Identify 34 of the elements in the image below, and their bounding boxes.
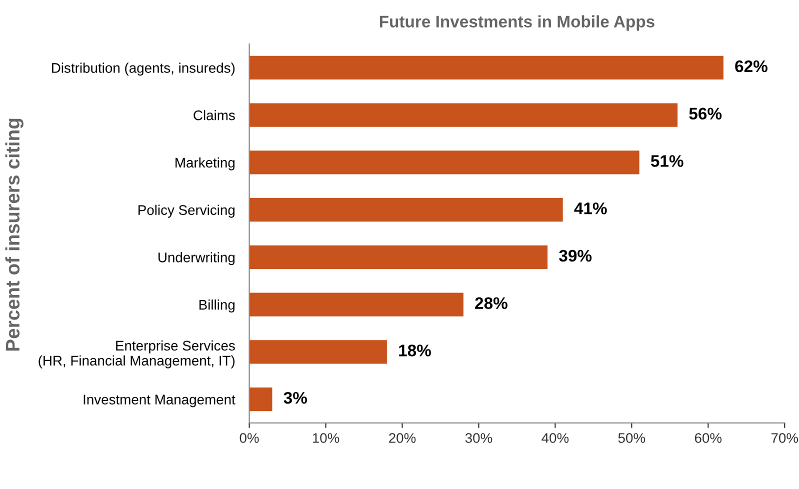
x-tick-label: 30% (465, 433, 492, 443)
data-label: 41% (574, 202, 607, 214)
chart-title: Future Investments in Mobile Apps (380, 15, 654, 31)
y-tick-label: Distribution (agents, insureds) (52, 62, 235, 76)
data-label: 18% (399, 344, 431, 356)
y-tick-label: Underwriting (158, 252, 235, 266)
x-tick-label: 40% (542, 433, 569, 443)
y-tick-label: Investment Management (84, 394, 236, 408)
data-label: 56% (689, 108, 722, 120)
bar (249, 150, 640, 174)
y-tick-label: Marketing (176, 157, 235, 170)
bar (249, 292, 464, 316)
x-tick-label: 60% (694, 433, 722, 443)
x-tick-label: 20% (389, 433, 416, 443)
bar (249, 340, 387, 364)
data-label: 3% (284, 392, 307, 404)
y-tick-label: Claims (194, 110, 235, 120)
bar (249, 198, 563, 222)
y-tick-label: Billing (199, 300, 235, 312)
bar (249, 56, 724, 80)
bar (249, 387, 272, 412)
bar (249, 245, 548, 270)
data-label: 28% (475, 297, 508, 310)
data-label: 39% (559, 250, 592, 262)
y-axis-title: Percent of insurers citing (5, 118, 24, 351)
data-label: 51% (650, 155, 684, 167)
x-tick-label: 50% (618, 433, 646, 443)
x-tick-label: 0% (240, 433, 259, 443)
y-tick-label: Enterprise Services (HR, Financial Management, IT) (38, 340, 235, 368)
bar (249, 103, 678, 127)
x-tick-label: 70% (771, 433, 798, 443)
x-tick-label: 10% (312, 433, 340, 443)
y-tick-label: Policy Servicing (138, 204, 235, 218)
data-label: 62% (735, 60, 768, 72)
